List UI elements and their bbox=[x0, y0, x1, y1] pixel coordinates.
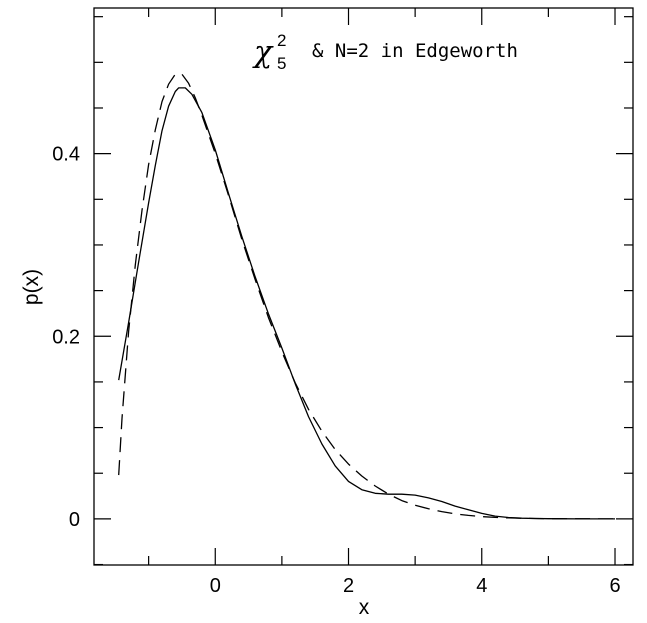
x-tick-label: 6 bbox=[609, 575, 620, 597]
annotation-text: & N=2 in Edgeworth bbox=[312, 40, 518, 62]
annotation-subscript: 5 bbox=[277, 54, 286, 73]
y-tick-label: 0.2 bbox=[52, 326, 80, 348]
plot-frame bbox=[93, 7, 634, 566]
y-tick-label: 0.4 bbox=[52, 144, 80, 166]
annotation-superscript: 2 bbox=[277, 31, 286, 50]
x-tick-label: 2 bbox=[343, 575, 354, 597]
series-lines bbox=[118, 73, 616, 520]
annotation: χ 2 5 & N=2 in Edgeworth bbox=[252, 31, 518, 73]
x-tick-label: 0 bbox=[210, 575, 221, 597]
series-line-solid bbox=[118, 87, 615, 520]
annotation-chi-symbol: χ bbox=[252, 35, 274, 70]
x-axis-title: x bbox=[359, 596, 370, 619]
series-line-dashed bbox=[118, 73, 616, 520]
axis-tick-labels: 0 2 4 6 0 0.2 0.4 bbox=[52, 144, 620, 597]
axis-ticks bbox=[94, 8, 633, 566]
x-tick-label: 4 bbox=[476, 575, 487, 597]
y-axis-title: p(x) bbox=[20, 269, 43, 305]
y-tick-label: 0 bbox=[69, 509, 80, 531]
